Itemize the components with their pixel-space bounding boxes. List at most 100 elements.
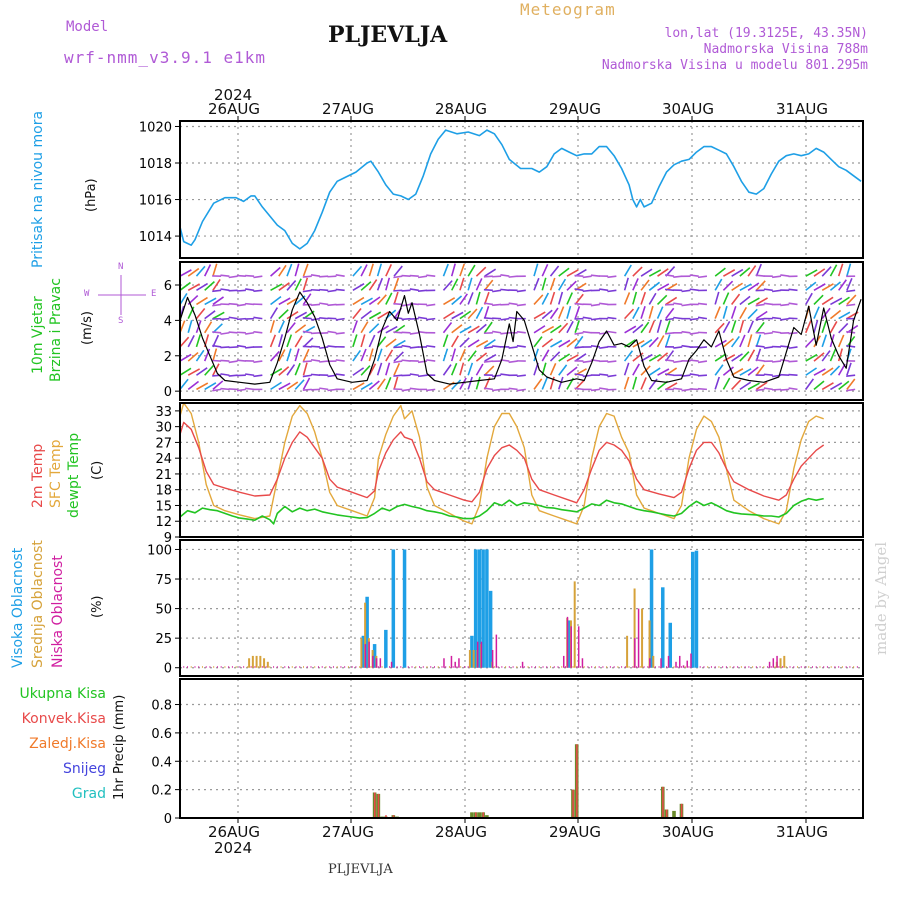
wind-barb [319, 317, 329, 320]
top-day-label: 28AUG [435, 100, 487, 118]
wind-barb [236, 303, 246, 307]
wind-barb [829, 348, 837, 362]
wind-barb [656, 335, 665, 348]
wind-barb [574, 293, 584, 305]
wind-barb [755, 381, 768, 391]
wind-barb [813, 283, 826, 292]
wind-barb [368, 311, 382, 320]
wind-barb [180, 378, 189, 390]
y-tick-label: 18 [155, 484, 172, 499]
temperature-panel-frame [179, 402, 864, 538]
wind-barb [319, 387, 329, 391]
wind-barb [393, 291, 399, 305]
wind-barb [558, 322, 569, 334]
cloud-bar [364, 602, 367, 668]
wind-barb [319, 302, 329, 306]
top-day-label: 26AUG [208, 100, 260, 118]
wind-barb [837, 348, 843, 362]
wind-barb [623, 264, 632, 277]
wind-barb [319, 360, 329, 363]
wind-barb [302, 337, 314, 348]
wind-barb [739, 283, 752, 292]
wind-barb [739, 334, 746, 348]
sfc-temp-line [179, 402, 824, 525]
wind-barb [747, 349, 756, 362]
wind-barb [516, 330, 526, 334]
wind-barb [566, 366, 578, 376]
wind-barb [196, 296, 208, 306]
wind-barb [829, 309, 842, 320]
wind-barb [278, 366, 290, 376]
wind-barb [681, 289, 691, 293]
wind-barb [195, 308, 206, 320]
wind-barb [755, 334, 762, 348]
wind-barb [558, 364, 568, 376]
wind-barb [467, 339, 480, 348]
wind-barb [772, 289, 782, 293]
wind-barb [459, 348, 466, 362]
wind-barb [426, 388, 436, 392]
precip-legend-total: Ukupna Kisa [19, 686, 106, 702]
bottom-day-label: 27AUG [322, 823, 374, 841]
wind-barb [310, 358, 321, 362]
wind-barb [541, 309, 553, 320]
wind-barb [352, 334, 358, 348]
wind-barb [475, 323, 487, 334]
wind-barb [327, 275, 337, 278]
y-tick-label: 30 [155, 421, 172, 436]
wind-barb [541, 292, 550, 305]
cloud-bar [481, 549, 485, 668]
wind-barb [443, 310, 455, 320]
wind-barb [180, 293, 188, 305]
wind-barb [475, 352, 488, 362]
wind-barb [566, 337, 578, 348]
wind-barb [755, 303, 765, 307]
wind-barb [722, 338, 734, 348]
wind-barb [664, 331, 675, 335]
wind-barb [508, 346, 518, 349]
wind-barb [821, 382, 834, 391]
wind-barb [294, 311, 308, 320]
cloud-bar [649, 549, 654, 668]
cloud-bar [384, 629, 388, 668]
y-tick-label: 1014 [139, 230, 172, 245]
wind-barb [821, 283, 834, 291]
wind-barb [731, 293, 741, 305]
wind-barb [212, 323, 223, 334]
wind-barb [837, 363, 846, 376]
wind-barb [450, 263, 456, 277]
wind-barb [228, 331, 238, 334]
wind-barb [245, 274, 255, 277]
cloud-bar [450, 655, 453, 668]
wind-barb [450, 348, 457, 362]
cloud-bar [682, 665, 685, 668]
wind-barb [574, 335, 584, 348]
wind-barb [813, 368, 826, 376]
wind-barb [508, 387, 518, 391]
wind-barb [714, 353, 727, 362]
wind-barb [212, 263, 218, 277]
wind-barb [204, 365, 215, 376]
wind-barb [278, 297, 291, 306]
wind-barb [212, 380, 224, 390]
wind-barb [590, 274, 600, 277]
cloud-bar [361, 635, 366, 668]
wind-barb [385, 264, 393, 277]
wind-barb [377, 325, 390, 334]
wind-barb [212, 331, 222, 334]
wind-barb [204, 321, 213, 334]
wind-barb [492, 289, 502, 293]
wind-barb [270, 381, 282, 391]
wind-barb [377, 294, 387, 305]
wind-barb [352, 349, 362, 362]
wind-barb [648, 305, 654, 319]
wind-barb [788, 331, 798, 335]
top-day-label: 27AUG [322, 100, 374, 118]
wind-barb [640, 377, 647, 390]
wind-barb [846, 374, 856, 378]
cloud-bar [485, 549, 489, 668]
wind-barb [212, 388, 222, 392]
wind-barb [204, 310, 216, 320]
cloud-bar [259, 655, 262, 668]
wind-barb [664, 288, 675, 292]
